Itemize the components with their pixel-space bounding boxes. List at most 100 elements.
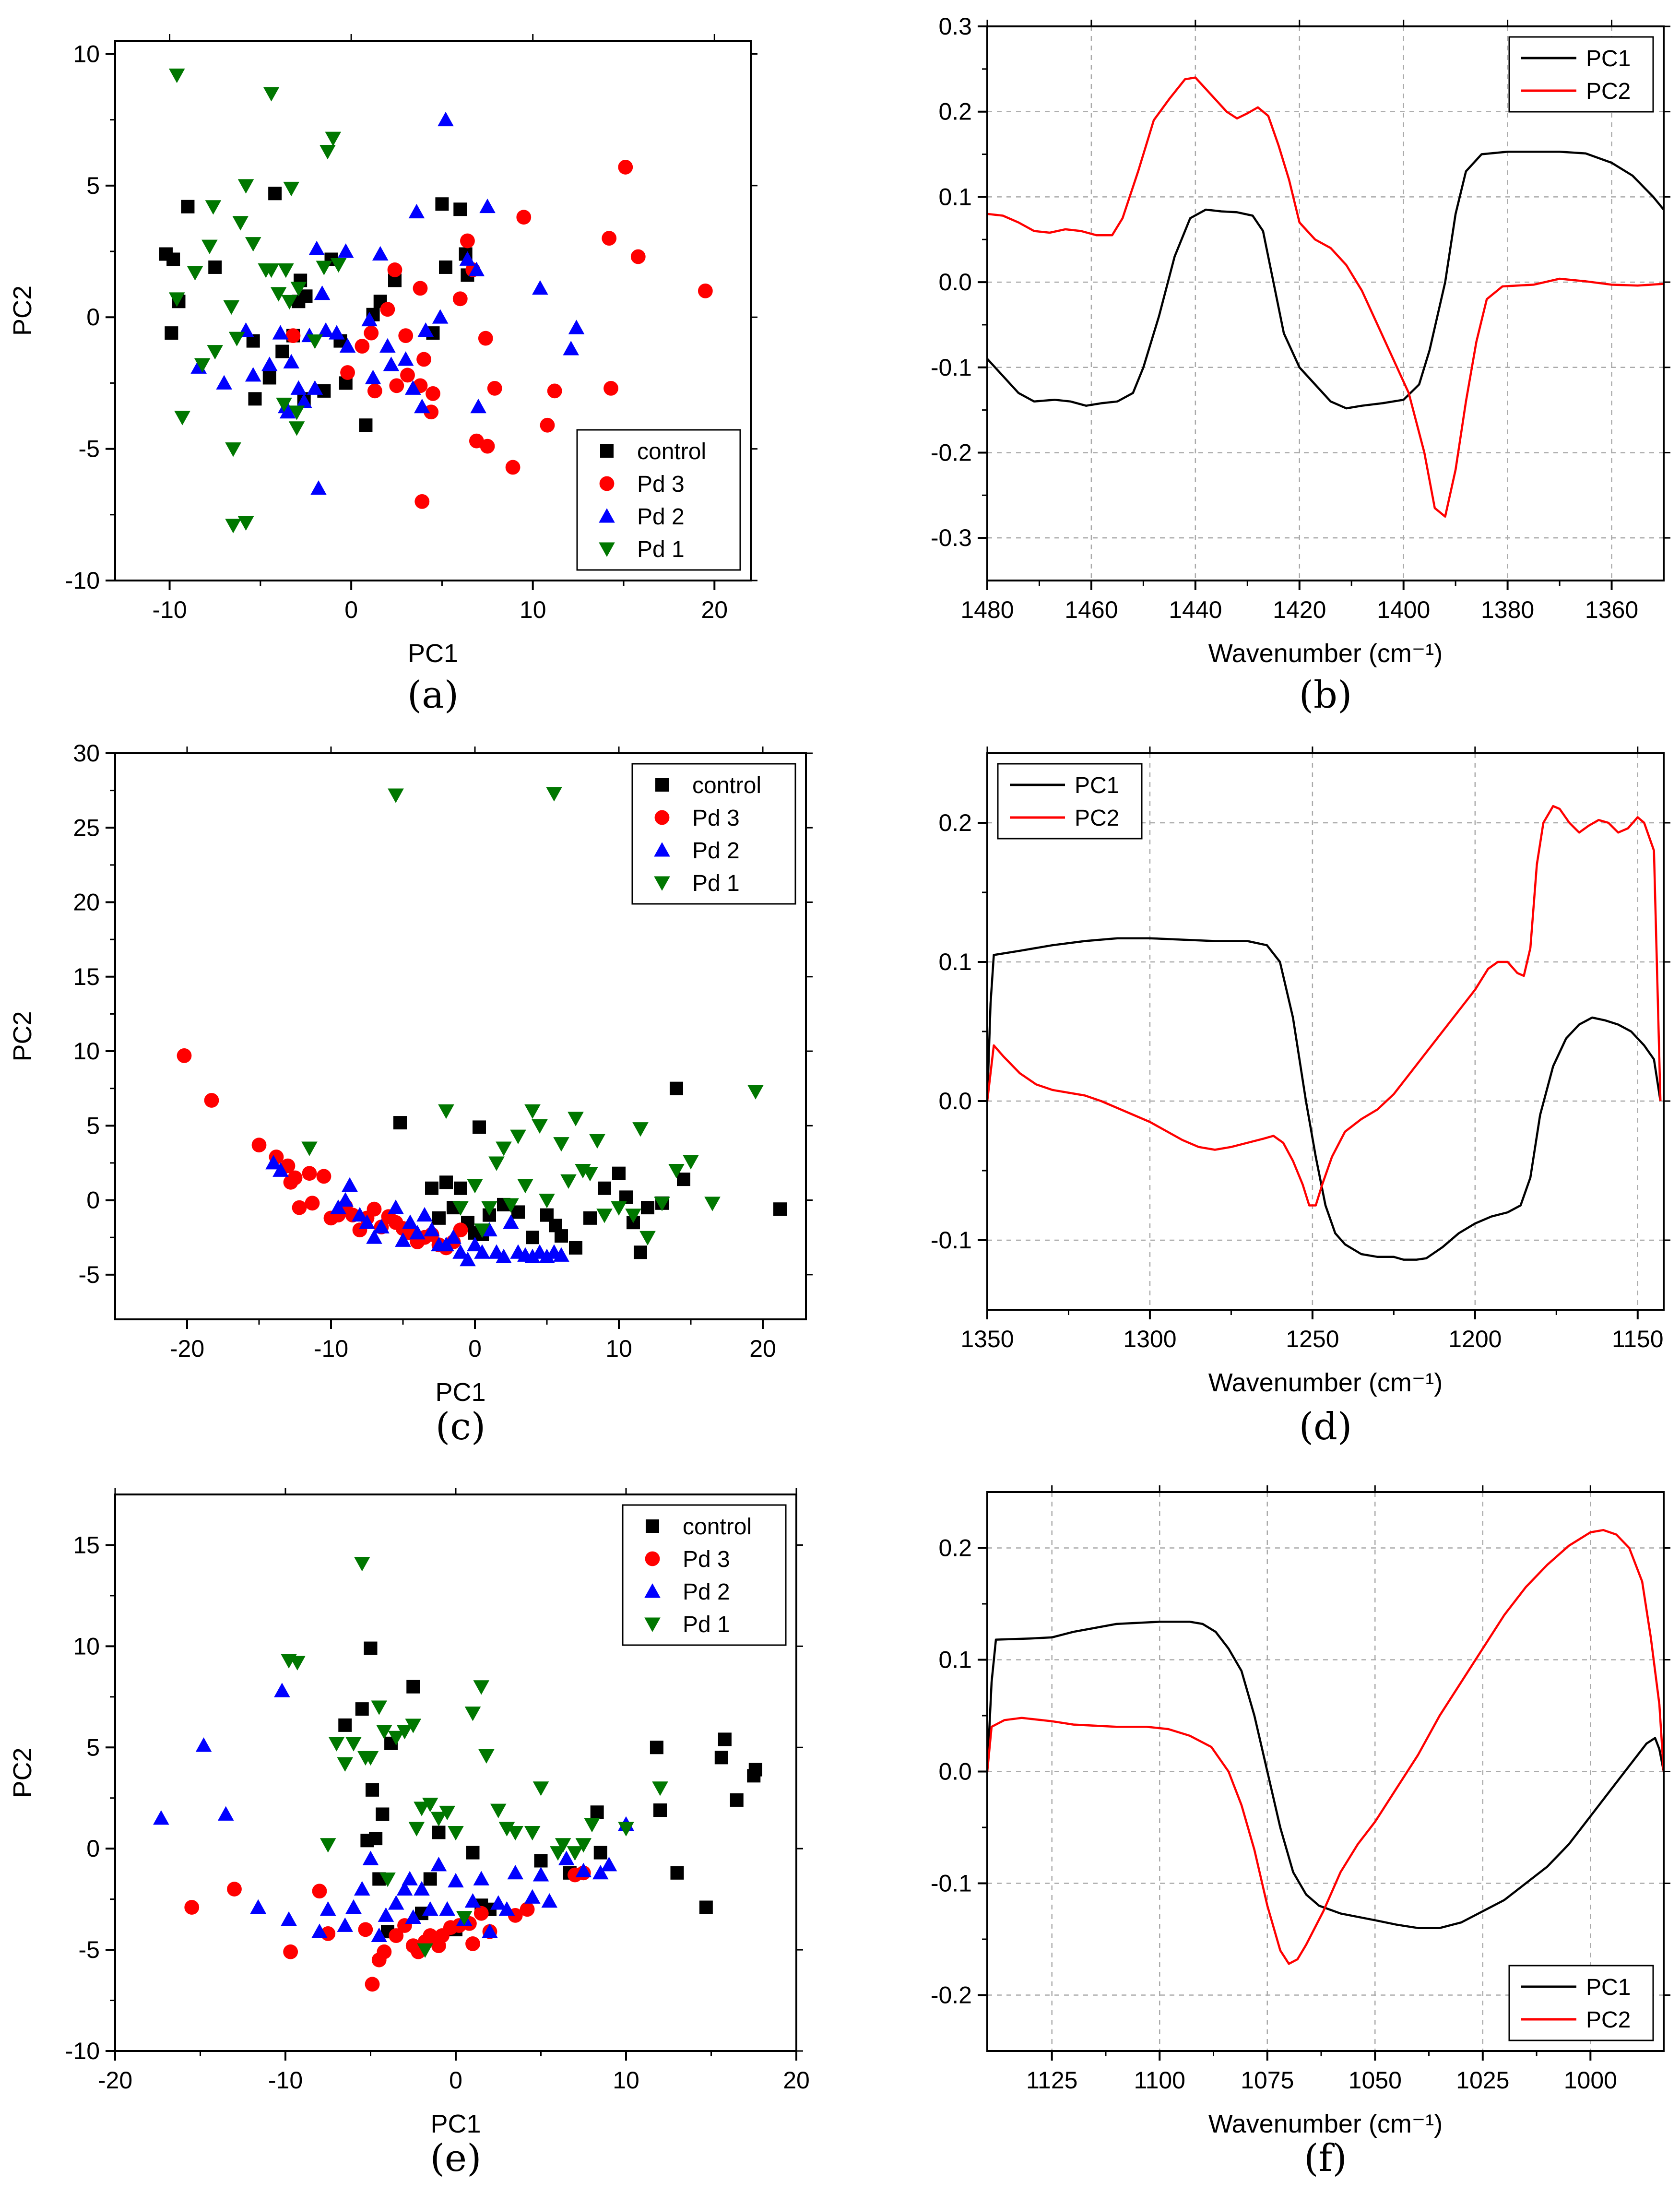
data-point bbox=[650, 1741, 663, 1754]
data-point bbox=[526, 1231, 539, 1245]
data-point bbox=[473, 1120, 486, 1134]
data-point bbox=[632, 1122, 649, 1137]
series-pd-3 bbox=[177, 1048, 468, 1256]
data-point bbox=[634, 1245, 647, 1259]
y-tick-label: -0.1 bbox=[931, 354, 972, 381]
data-point bbox=[373, 1219, 390, 1233]
y-tick-label: 0.2 bbox=[938, 1535, 972, 1562]
data-point bbox=[704, 1197, 721, 1211]
data-point bbox=[364, 1641, 378, 1655]
legend-label: Pd 2 bbox=[637, 504, 685, 530]
data-point bbox=[464, 1893, 481, 1908]
data-point bbox=[337, 1917, 354, 1932]
legend-label: Pd 1 bbox=[637, 537, 685, 562]
x-axis-title: PC1 bbox=[430, 2110, 481, 2138]
data-point bbox=[424, 1221, 440, 1237]
y-axis-title: PC2 bbox=[8, 285, 37, 336]
data-point bbox=[340, 365, 355, 380]
legend-label: Pd 2 bbox=[692, 838, 740, 864]
y-tick-label: -5 bbox=[79, 436, 100, 462]
data-point bbox=[378, 1907, 394, 1922]
data-point bbox=[283, 181, 300, 197]
plot-frame bbox=[986, 25, 1665, 581]
data-point bbox=[452, 1244, 469, 1259]
data-point bbox=[560, 1174, 577, 1189]
data-point bbox=[653, 1803, 667, 1817]
data-point bbox=[481, 1201, 497, 1216]
data-point bbox=[414, 494, 430, 509]
data-point bbox=[262, 371, 276, 385]
series-line-pc1 bbox=[987, 1621, 1664, 1929]
y-tick-label: 0.2 bbox=[938, 809, 972, 836]
data-point bbox=[517, 1179, 533, 1194]
data-point bbox=[364, 325, 379, 341]
legend-label: PC2 bbox=[1586, 2007, 1631, 2033]
plot-area bbox=[159, 68, 713, 533]
x-tick-label: 1300 bbox=[1123, 1326, 1176, 1352]
data-point bbox=[539, 1194, 555, 1209]
x-tick-label: 1420 bbox=[1273, 596, 1326, 623]
data-point bbox=[459, 251, 476, 266]
data-point bbox=[355, 339, 370, 354]
data-point bbox=[454, 1181, 467, 1195]
data-point bbox=[555, 1229, 568, 1243]
y-tick-label: 0.0 bbox=[938, 269, 972, 296]
plot-area bbox=[177, 787, 787, 1267]
data-point bbox=[377, 1944, 392, 1959]
x-tick-label: -10 bbox=[314, 1335, 348, 1362]
data-point bbox=[302, 1166, 317, 1181]
legend-box bbox=[1508, 1965, 1654, 2041]
y-tick-label: -5 bbox=[79, 1261, 100, 1288]
data-point bbox=[227, 1882, 242, 1897]
x-axis-title: Wavenumber (cm⁻¹) bbox=[1208, 2110, 1443, 2138]
panel-c: -20 -10 0 10 20 -5 0 5 10 15 20 25 30 PC1 PC2 (c) contro… bbox=[8, 740, 813, 1448]
y-tick-label: 25 bbox=[73, 814, 100, 841]
data-point bbox=[275, 344, 289, 358]
data-point bbox=[478, 1749, 495, 1764]
data-point bbox=[596, 1209, 613, 1223]
data-point bbox=[195, 1737, 212, 1752]
data-point bbox=[205, 200, 222, 215]
data-point bbox=[278, 263, 294, 278]
y-tick-label: -0.3 bbox=[931, 524, 972, 551]
data-point bbox=[177, 1048, 192, 1063]
data-point bbox=[670, 1081, 683, 1095]
data-point bbox=[371, 1700, 388, 1715]
series-line-pc2 bbox=[987, 76, 1664, 518]
data-point bbox=[355, 1702, 369, 1716]
data-point bbox=[395, 1232, 411, 1247]
data-point bbox=[379, 338, 396, 353]
panel-label: (e) bbox=[430, 2137, 481, 2180]
x-tick-label: 1480 bbox=[960, 596, 1014, 623]
legend-label: PC1 bbox=[1586, 1975, 1631, 2000]
data-point bbox=[372, 246, 389, 261]
data-point bbox=[473, 1871, 490, 1885]
data-point bbox=[307, 380, 323, 395]
data-point bbox=[474, 1223, 490, 1238]
legend: control Pd 3 Pd 2 Pd 1 bbox=[576, 429, 741, 571]
data-point bbox=[456, 1911, 473, 1926]
data-point bbox=[602, 231, 617, 246]
series-pd-2 bbox=[190, 111, 585, 495]
data-point bbox=[285, 328, 301, 344]
data-point bbox=[698, 283, 713, 298]
data-point bbox=[438, 1236, 454, 1252]
data-point bbox=[319, 1901, 336, 1916]
data-point bbox=[618, 160, 633, 175]
data-point bbox=[245, 237, 261, 252]
y-tick-label: 10 bbox=[73, 40, 100, 67]
y-tick-label: 0.3 bbox=[938, 13, 972, 40]
data-point bbox=[272, 325, 289, 340]
data-point bbox=[416, 352, 431, 367]
data-point bbox=[388, 1895, 404, 1910]
y-axis-title: PC2 bbox=[8, 1747, 37, 1798]
y-tick-label: 0 bbox=[86, 304, 100, 331]
series-pd-2 bbox=[153, 1683, 634, 1943]
data-point bbox=[388, 1731, 404, 1745]
y-tick-label: 0 bbox=[86, 1835, 100, 1862]
data-point bbox=[301, 1141, 318, 1156]
data-point bbox=[307, 334, 323, 349]
data-point bbox=[466, 1846, 480, 1860]
